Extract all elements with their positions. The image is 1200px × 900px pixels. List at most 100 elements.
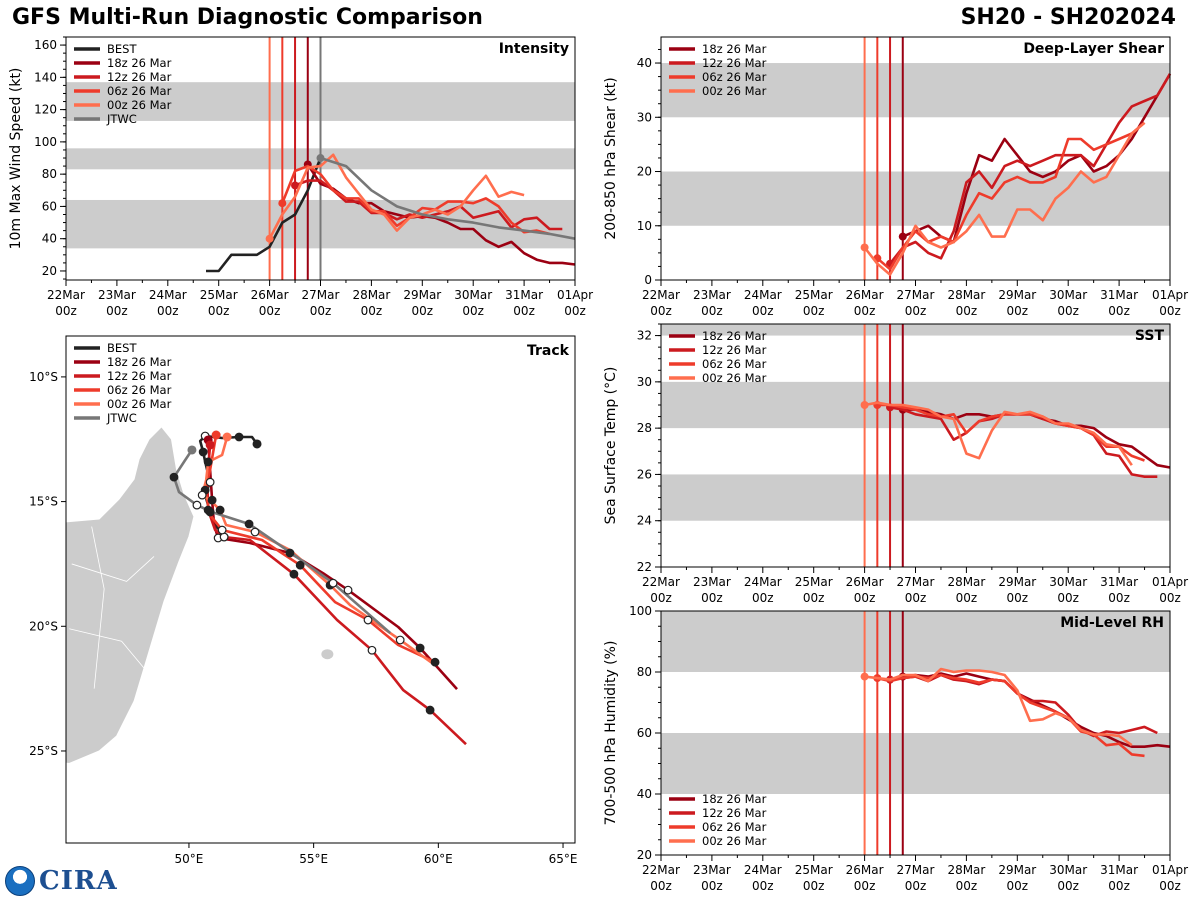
x-tick-label: 24Mar [744,863,782,877]
threshold-band [661,63,1170,118]
province-border [71,556,155,582]
x-tick-sublabel: 00z [905,304,927,318]
x-tick-label: 22Mar [47,288,85,302]
x-tick-label: 28Mar [947,288,985,302]
legend-label: 00z 26 Mar [107,397,172,411]
legend-label: 00z 26 Mar [702,84,767,98]
x-tick-sublabel: 00z [1108,879,1130,893]
x-tick-label: 30Mar [1049,863,1087,877]
x-tick-sublabel: 00z [803,304,825,318]
legend-label: BEST [107,42,137,56]
y-tick-label: 120 [34,103,57,117]
x-tick-label: 31Mar [505,288,543,302]
series-line-3 [864,401,1133,466]
legend-label: 18z 26 Mar [702,329,767,343]
x-tick-label: 29Mar [998,288,1036,302]
rh-panel: 20 40 60 80 100 22Mar 00z 23Mar 00z 24Mar 00z 25Mar… [603,604,1188,893]
x-tick-sublabel: 00z [854,304,876,318]
track-position-marker [205,477,215,487]
x-tick-label: 22Mar [642,288,680,302]
y-tick-label: 80 [637,665,652,679]
threshold-band [661,171,1170,226]
x-tick-label: 23Mar [693,863,731,877]
x-tick-label: 30Mar [454,288,492,302]
series-start-marker [860,672,869,681]
x-tick-sublabel: 00z [1007,304,1029,318]
track-position-marker [217,525,227,535]
x-tick-sublabel: 00z [752,591,774,605]
panel-title: Track [527,343,570,359]
threshold-band [661,611,1170,672]
x-tick-sublabel: 00z [650,304,672,318]
x-tick-label: 22Mar [642,575,680,589]
y-tick-label: 24 [637,514,652,528]
y-tick-label: 40 [637,56,652,70]
x-tick-label: 27Mar [302,288,340,302]
y-axis-label: 200-850 hPa Shear (kt) [603,77,619,239]
legend-label: BEST [107,341,137,355]
track-position-marker [203,457,213,467]
x-tick-label: 01Apr [1152,863,1188,877]
x-tick-sublabel: 00z [1108,304,1130,318]
province-border [69,628,147,672]
x-tick-sublabel: 00z [1159,879,1181,893]
track-position-marker [250,527,260,537]
y-tick-label: 100 [629,604,652,618]
plot-frame [65,335,576,844]
y-tick-label: 20 [637,848,652,862]
map-layer [66,426,467,764]
panel-title: Deep-Layer Shear [1023,41,1164,57]
x-tick-label: 25Mar [795,288,833,302]
x-tick-label: 26Mar [846,288,884,302]
track-start-marker [211,430,221,440]
reunion-island [321,649,334,660]
legend-label: 18z 26 Mar [702,42,767,56]
track-position-marker [234,432,244,442]
track-position-marker [367,645,377,655]
y-tick-label: 40 [42,232,57,246]
shear-panel: 0 10 20 30 40 22Mar 00z 23Mar 00z 24Mar 00z 25Mar 00… [603,36,1188,318]
track-position-marker [197,490,207,500]
legend-label: JTWC [106,112,137,126]
y-axis-label: 10m Max Wind Speed (kt) [8,68,24,250]
x-tick-sublabel: 00z [1007,591,1029,605]
legend-label: 18z 26 Mar [107,56,172,70]
x-tick-sublabel: 00z [259,304,281,318]
panel-title: SST [1135,328,1165,344]
series-line-5 [320,156,576,240]
threshold-band [661,474,1170,521]
x-tick-label: 26Mar [846,575,884,589]
track-position-marker [395,635,405,645]
series-line-1 [888,73,1172,265]
x-tick-sublabel: 00z [564,304,586,318]
x-tick-sublabel: 00z [854,879,876,893]
x-tick-label: 24Mar [149,288,187,302]
y-tick-label: 26 [637,467,652,481]
x-tick-sublabel: 00z [803,879,825,893]
track-position-marker [430,657,440,667]
threshold-band [661,733,1170,794]
page-title: GFS Multi-Run Diagnostic Comparison [12,5,483,30]
x-tick-label: 22Mar [642,863,680,877]
series-line-0 [902,672,1171,749]
legend-label: 00z 26 Mar [107,98,172,112]
x-tick-label: 25Mar [200,288,238,302]
track-position-marker [343,585,353,595]
track-position-marker [192,500,202,510]
threshold-band [661,381,1170,429]
lon-tick-label: 60°E [424,852,453,866]
legend-label: 00z 26 Mar [702,834,767,848]
y-tick-label: 80 [42,167,57,181]
legend-label: 12z 26 Mar [702,806,767,820]
y-tick-label: 100 [34,135,57,149]
x-tick-sublabel: 00z [1159,591,1181,605]
track-line-1 [206,439,458,690]
track-start-marker [205,440,215,450]
madagascar-landmass [66,426,195,764]
x-tick-sublabel: 00z [905,879,927,893]
series-start-marker [860,243,869,252]
track-start-marker [252,439,262,449]
track-position-marker [328,578,338,588]
x-tick-label: 01Apr [1152,288,1188,302]
